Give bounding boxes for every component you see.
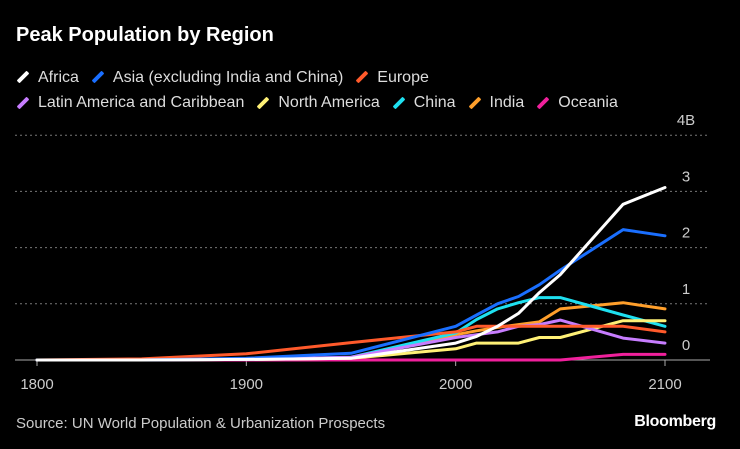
series-line-asia-excluding-india-and-china <box>35 228 667 362</box>
bloomberg-logo: Bloomberg <box>634 413 716 430</box>
legend-label: Asia (excluding India and China) <box>112 68 344 86</box>
legend-item: Europe <box>355 66 429 89</box>
legend-item: Africa <box>16 66 79 89</box>
x-tick-label: 1900 <box>230 376 263 393</box>
legend-item: North America <box>256 91 380 114</box>
legend-item: India <box>468 91 525 114</box>
legend-label: North America <box>278 94 380 111</box>
y-tick-label: 4B <box>677 112 695 129</box>
legend-label: Europe <box>377 68 429 86</box>
legend: Africa Asia (excluding India and China) Eu… <box>16 63 716 114</box>
series-line-india <box>35 301 667 362</box>
legend-label: India <box>489 94 525 111</box>
legend-item: Oceania <box>536 91 618 114</box>
chart-title: Peak Population by Region <box>16 24 274 46</box>
x-tick-label: 1800 <box>20 376 53 393</box>
y-tick-label: 1 <box>682 281 690 298</box>
x-tick-label: 2100 <box>648 376 681 393</box>
legend-item: Asia (excluding India and China) <box>91 66 343 89</box>
source-note: Source: UN World Population & Urbanizati… <box>16 415 386 432</box>
series-line-africa <box>35 186 667 362</box>
legend-item: China <box>392 91 456 114</box>
legend-label: Latin America and Caribbean <box>38 94 245 111</box>
y-tick-label: 0 <box>682 337 690 354</box>
y-tick-label: 2 <box>682 225 690 242</box>
legend-label: Oceania <box>558 94 618 111</box>
legend-item: Latin America and Caribbean <box>16 91 244 114</box>
series-line-europe <box>35 324 667 362</box>
x-tick-label: 2000 <box>439 376 472 393</box>
legend-label: Africa <box>38 68 79 86</box>
y-tick-label: 3 <box>682 168 690 185</box>
legend-label: China <box>413 94 456 111</box>
